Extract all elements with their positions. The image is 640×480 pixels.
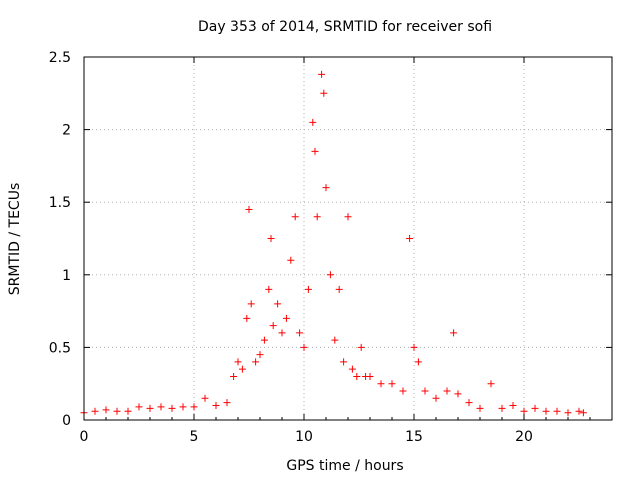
grid <box>84 57 612 420</box>
data-point <box>313 213 321 221</box>
data-point <box>366 372 374 380</box>
y-tick-label: 2 <box>62 123 71 139</box>
data-point <box>331 336 339 344</box>
x-tick-label: 5 <box>190 429 199 445</box>
data-point <box>243 314 251 322</box>
data-point <box>344 213 352 221</box>
data-point <box>377 380 385 388</box>
data-point <box>274 300 282 308</box>
data-point <box>135 403 143 411</box>
data-point <box>245 205 253 213</box>
data-point <box>575 407 583 415</box>
data-point <box>102 406 110 414</box>
data-point <box>335 285 343 293</box>
data-point <box>326 271 334 279</box>
data-point <box>410 343 418 351</box>
data-point <box>287 256 295 264</box>
data-point <box>282 314 290 322</box>
data-point <box>406 235 414 242</box>
x-tick-label: 20 <box>515 429 533 445</box>
data-point <box>296 329 304 337</box>
data-point <box>256 351 264 359</box>
data-point <box>399 387 407 395</box>
data-point <box>247 300 255 308</box>
data-point <box>542 407 550 415</box>
data-point <box>476 404 484 412</box>
data-point <box>157 403 165 411</box>
data-point <box>348 365 356 373</box>
chart-title: Day 353 of 2014, SRMTID for receiver sof… <box>198 19 492 35</box>
data-point <box>388 380 396 388</box>
data-point <box>234 358 242 366</box>
data-point <box>212 401 220 409</box>
plot-frame <box>83 56 613 421</box>
data-point <box>454 390 462 398</box>
data-point <box>278 329 286 337</box>
data-point <box>260 336 268 344</box>
data-point <box>498 404 506 412</box>
data-point <box>487 380 495 388</box>
y-axis-label: SRMTID / TECUs <box>7 183 23 296</box>
data-points <box>80 70 587 417</box>
data-point <box>320 89 328 97</box>
y-tick-label: 0.5 <box>49 340 71 356</box>
data-point <box>269 322 277 330</box>
x-tick-label: 0 <box>80 429 89 445</box>
data-point <box>450 329 458 337</box>
data-point <box>432 394 440 402</box>
data-point <box>190 403 198 411</box>
data-point <box>353 372 361 380</box>
data-point <box>230 372 238 380</box>
x-axis-label: GPS time / hours <box>286 458 403 474</box>
data-point <box>340 358 348 366</box>
data-point <box>309 118 317 126</box>
data-point <box>291 213 299 221</box>
data-point <box>414 358 422 366</box>
y-tick-label: 0 <box>62 413 71 429</box>
data-point <box>124 407 132 415</box>
data-point <box>465 399 473 407</box>
data-point <box>520 407 528 415</box>
data-point <box>357 343 365 351</box>
data-point <box>304 285 312 293</box>
data-point <box>201 394 209 402</box>
y-tick-label: 1 <box>62 268 71 284</box>
data-point <box>579 409 587 417</box>
data-point <box>564 409 572 417</box>
data-point <box>168 404 176 412</box>
data-point <box>267 235 275 242</box>
data-point <box>318 70 326 78</box>
data-point <box>322 184 330 192</box>
data-point <box>113 407 121 415</box>
data-point <box>553 407 561 415</box>
data-point <box>146 404 154 412</box>
y-tick-label: 1.5 <box>49 195 71 211</box>
data-point <box>179 403 187 411</box>
data-point <box>531 404 539 412</box>
data-point <box>91 407 99 415</box>
data-point <box>421 387 429 395</box>
axes: 0 5 10 15 20 0 0.5 1 1.5 2 2.5 <box>49 50 613 445</box>
data-point <box>300 343 308 351</box>
x-tick-label: 10 <box>295 429 313 445</box>
y-tick-label: 2.5 <box>49 50 71 66</box>
data-point <box>311 147 319 155</box>
data-point <box>509 401 517 409</box>
data-point <box>265 285 273 293</box>
x-tick-label: 15 <box>405 429 423 445</box>
data-point <box>443 387 451 395</box>
data-point <box>252 358 260 366</box>
data-point <box>238 365 246 373</box>
data-point <box>223 399 231 407</box>
